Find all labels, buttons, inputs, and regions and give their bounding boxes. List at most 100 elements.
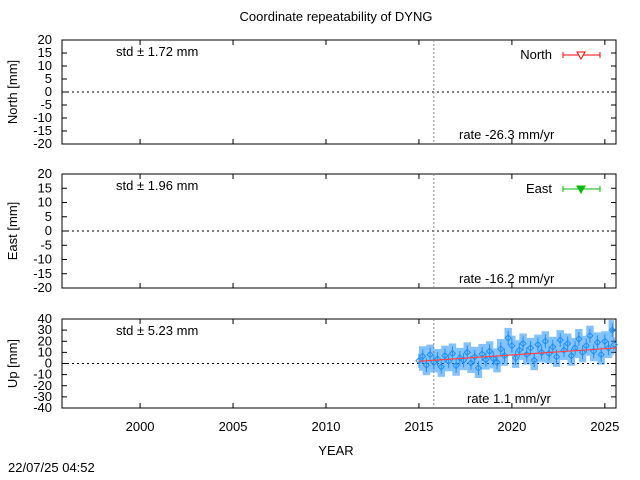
up-scatter-band (560, 330, 564, 361)
up-scatter-band (508, 327, 512, 356)
up-scatter-band (478, 344, 483, 378)
north-y-axis-label: North [mm] (5, 60, 20, 124)
xtick-label: 2000 (126, 419, 155, 434)
up-scatter-band (456, 347, 460, 376)
up-scatter-band (604, 331, 609, 358)
up-scatter-band (493, 348, 498, 373)
up-scatter-band (474, 346, 479, 378)
up-scatter-band (504, 327, 509, 366)
xtick-label: 2025 (590, 419, 619, 434)
up-trend-line (418, 347, 617, 362)
up-scatter-band (575, 329, 579, 358)
up-ytick-label: 20 (38, 333, 52, 348)
east-ytick-label: 10 (38, 195, 52, 210)
up-scatter-band (556, 330, 561, 367)
north-ytick-label: -5 (40, 97, 52, 112)
x-axis-label: YEAR (318, 443, 353, 458)
north-std-annotation: std ± 1.72 mm (116, 44, 198, 59)
east-ytick-label: -15 (33, 266, 52, 281)
north-legend-marker (576, 51, 586, 61)
north-legend-label: North (520, 47, 552, 62)
timestamp: 22/07/25 04:52 (8, 460, 95, 475)
up-scatter-band (470, 346, 475, 373)
north-ytick-label: -10 (33, 110, 52, 125)
up-scatter-band (612, 320, 615, 355)
north-ytick-label: 5 (45, 71, 52, 86)
up-scatter-band (426, 344, 431, 376)
up-scatter-band (608, 320, 613, 358)
up-ytick-label: -30 (33, 389, 52, 404)
up-scatter-band (526, 337, 531, 365)
up-scatter-band (437, 349, 442, 377)
north-ytick-label: 15 (38, 45, 52, 60)
up-scatter-band (523, 333, 527, 365)
up-scatter-band (571, 337, 576, 366)
east-rate-annotation: rate -16.2 mm/yr (459, 271, 555, 286)
up-scatter-band (430, 344, 434, 373)
up-scatter-band (511, 335, 516, 368)
north-rate-annotation: rate -26.3 mm/yr (459, 127, 555, 142)
up-scatter-band (459, 347, 464, 371)
up-ytick-label: -20 (33, 378, 52, 393)
east-ytick-label: 20 (38, 166, 52, 181)
up-scatter-band (448, 343, 453, 372)
up-scatter-band (541, 331, 546, 363)
up-scatter-band (549, 336, 553, 364)
up-scatter-band (441, 345, 445, 377)
up-ytick-label: 0 (45, 356, 52, 371)
up-scatter-band (444, 345, 449, 372)
east-ytick-label: 0 (45, 223, 52, 238)
up-scatter-band (582, 335, 587, 363)
up-scatter-band (534, 334, 538, 371)
up-scatter-band (452, 343, 457, 376)
up-ytick-label: 40 (38, 311, 52, 326)
up-rate-annotation: rate 1.1 mm/yr (467, 391, 551, 406)
up-scatter-band (537, 334, 542, 363)
up-std-annotation: std ± 5.23 mm (116, 323, 198, 338)
up-scatter-band (586, 325, 590, 356)
up-ytick-label: 10 (38, 344, 52, 359)
xtick-label: 2015 (404, 419, 433, 434)
east-ytick-label: -5 (40, 237, 52, 252)
xtick-label: 2020 (497, 419, 526, 434)
up-scatter-band (485, 341, 490, 370)
up-scatter-band (489, 341, 494, 369)
up-scatter-band (578, 329, 583, 363)
up-scatter-band (418, 346, 423, 371)
east-ytick-label: -20 (33, 280, 52, 295)
north-ytick-label: 10 (38, 58, 52, 73)
chart-title: Coordinate repeatability of DYNG (240, 9, 433, 24)
up-ytick-label: -40 (33, 400, 52, 415)
up-scatter-band (545, 331, 550, 364)
east-ytick-label: 15 (38, 180, 52, 195)
up-scatter-band (563, 333, 568, 361)
north-ytick-label: -20 (33, 136, 52, 151)
east-ytick-label: 5 (45, 209, 52, 224)
x-axis-ticks: 2000 2005 2010 2015 2020 2025 (126, 419, 620, 434)
up-scatter-band (500, 339, 505, 366)
up-scatter-band (589, 325, 594, 362)
up-scatter-band (519, 333, 524, 361)
up-scatter-band (463, 342, 468, 371)
east-y-axis-label: East [mm] (5, 202, 20, 261)
xtick-label: 2010 (312, 419, 341, 434)
up-ytick-label: -10 (33, 367, 52, 382)
east-ytick-label: -10 (33, 252, 52, 267)
north-ytick-label: -15 (33, 123, 52, 138)
east-std-annotation: std ± 1.96 mm (116, 178, 198, 193)
up-y-axis-label: Up [mm] (5, 339, 20, 388)
up-scatter-band (567, 333, 572, 366)
north-ytick-label: 0 (45, 84, 52, 99)
up-scatter-band (601, 331, 605, 365)
up-scatter-band (593, 332, 598, 362)
north-ytick-label: 20 (38, 32, 52, 47)
xtick-label: 2005 (219, 419, 248, 434)
up-ytick-label: 30 (38, 322, 52, 337)
east-legend-label: East (526, 181, 552, 196)
east-legend-marker (576, 185, 586, 195)
